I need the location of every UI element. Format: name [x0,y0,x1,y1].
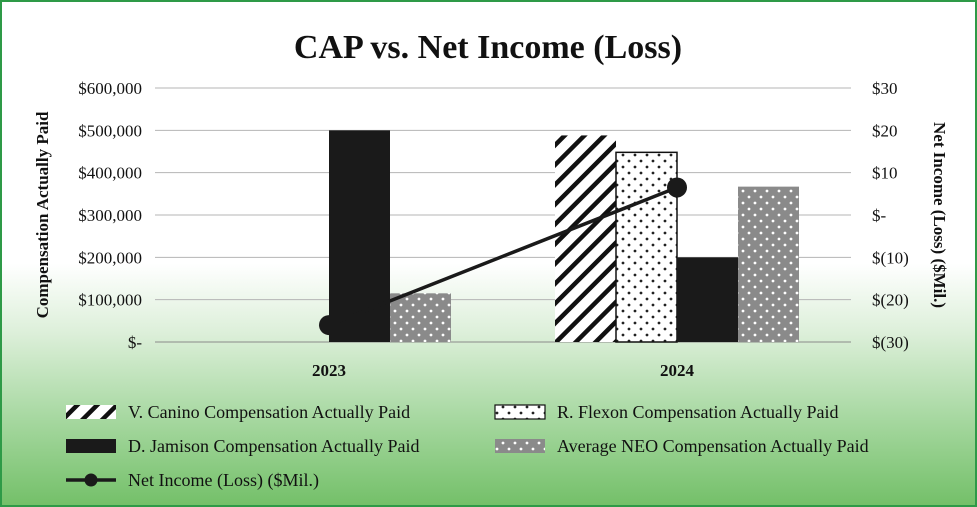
y-tick-label: $100,000 [78,291,142,310]
bar-solid-2024 [677,257,738,342]
x-category-label: 2024 [660,361,695,380]
y2-tick-label: $(10) [872,248,909,267]
net-income-point [667,177,687,198]
y-axis-ticks: $- $100,000 $200,000 $300,000 $400,000 $500,0… [78,79,142,352]
y2-tick-label: $30 [872,79,898,98]
y2-tick-label: $(20) [872,291,909,310]
legend-line-marker [84,473,98,487]
y-axis-title: Compensation Actually Paid [33,111,52,318]
y2-tick-label: $10 [872,164,898,183]
x-category-label: 2023 [312,361,346,380]
bar-white-dots-2024 [615,151,678,343]
x-axis-categories: 2023 2024 [312,361,695,380]
legend-swatch-white-dots [494,404,546,420]
y-tick-label: $- [128,333,143,352]
y-tick-label: $200,000 [78,248,142,267]
legend-swatch-solid [66,439,116,453]
legend-label: R. Flexon Compensation Actually Paid [557,402,839,422]
y-tick-label: $400,000 [78,164,142,183]
bar-gray-dots-2024 [738,186,799,342]
bar-diagonal-hatch-2024 [555,135,616,342]
chart-title: CAP vs. Net Income (Loss) [294,29,682,66]
legend-label: V. Canino Compensation Actually Paid [128,402,410,422]
y-tick-label: $500,000 [78,121,142,140]
y-tick-label: $300,000 [78,206,142,225]
legend-swatch-diagonal-hatch [66,405,116,419]
y2-tick-label: $- [872,206,887,225]
y2-tick-label: $(30) [872,333,909,352]
y2-tick-label: $20 [872,121,898,140]
y-tick-label: $600,000 [78,79,142,98]
legend-label: Average NEO Compensation Actually Paid [557,436,869,456]
bar-gray-dots-2023 [390,293,451,342]
y2-axis-ticks: $(30) $(20) $(10) $- $10 $20 $30 [872,79,909,352]
legend-swatch-gray-dots [495,439,545,453]
legend-label: D. Jamison Compensation Actually Paid [128,436,419,456]
y2-axis-title: Net Income (Loss) ($Mil.) [930,122,949,308]
legend: V. Canino Compensation Actually Paid R. F… [66,402,869,491]
legend-label: Net Income (Loss) ($Mil.) [128,470,319,491]
net-income-line [319,177,687,336]
net-income-point [319,315,339,336]
bars [329,130,799,343]
net-income-line-path [328,185,678,327]
bar-solid-2023 [329,130,390,342]
